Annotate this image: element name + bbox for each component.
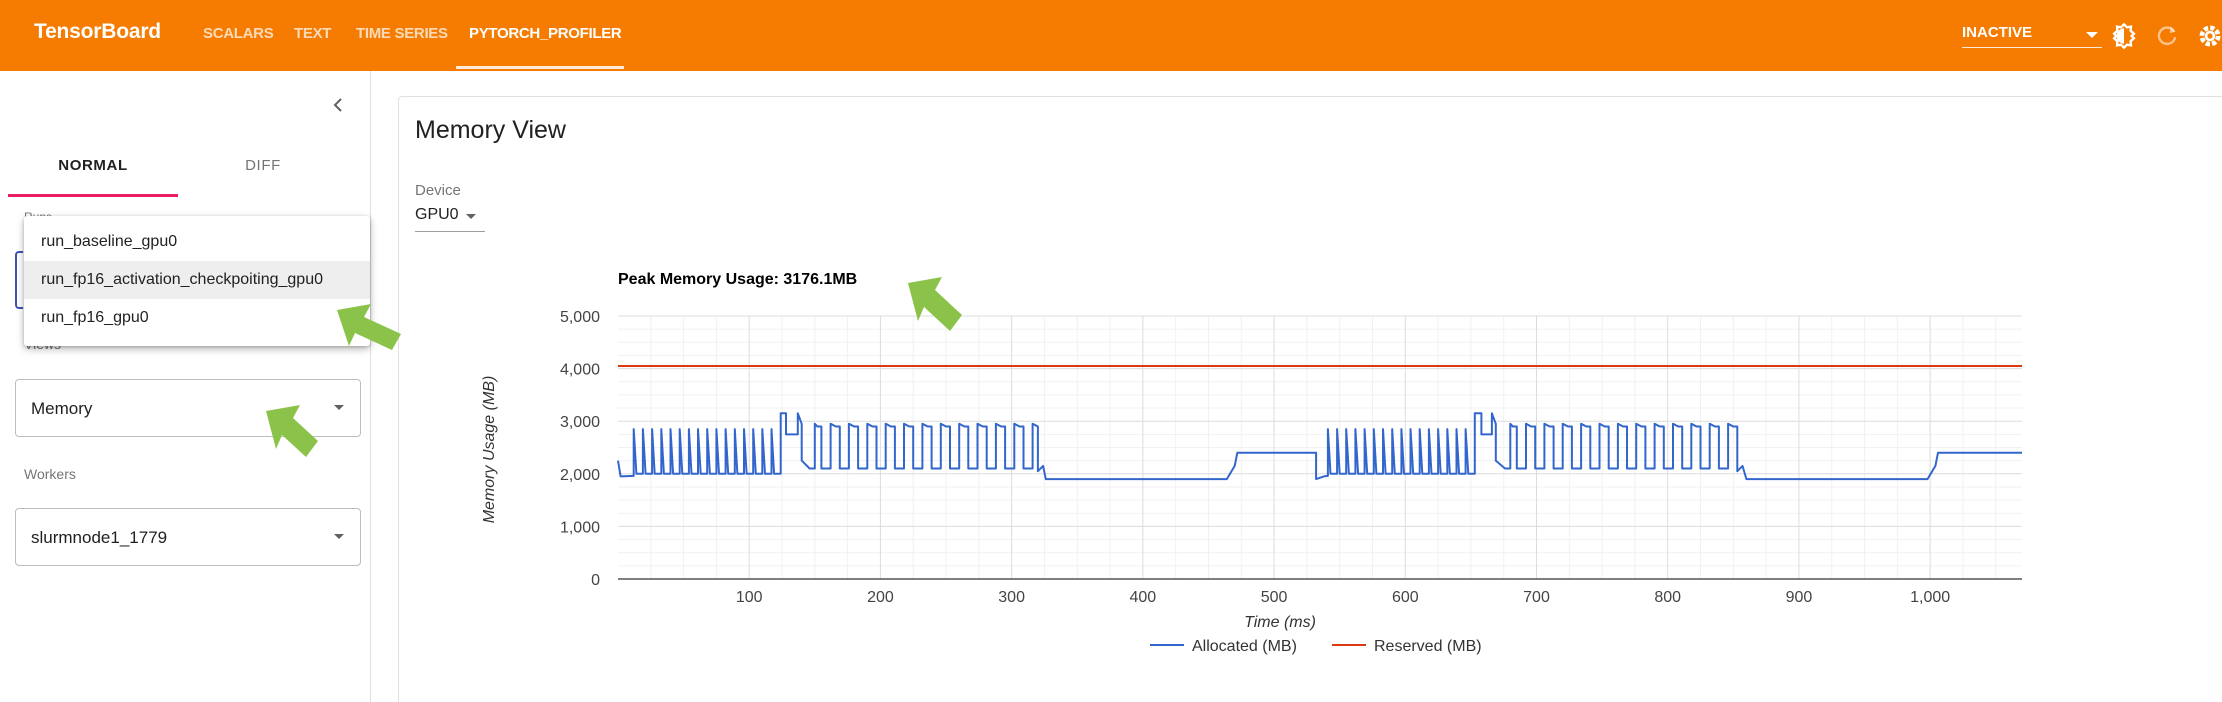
x-axis-title: Time (ms) bbox=[1244, 614, 1316, 631]
y-tick-label: 0 bbox=[591, 572, 600, 589]
page-title: Memory View bbox=[415, 116, 566, 144]
device-select[interactable]: GPU0 bbox=[415, 204, 485, 232]
x-tick-label: 500 bbox=[1261, 589, 1288, 606]
workers-select[interactable]: slurmnode1_1779 bbox=[15, 508, 361, 566]
chevron-left-icon[interactable] bbox=[326, 93, 350, 117]
x-tick-label: 600 bbox=[1392, 589, 1419, 606]
workers-label: Workers bbox=[24, 466, 76, 482]
tab-normal[interactable]: NORMAL bbox=[8, 157, 178, 197]
y-tick-label: 4,000 bbox=[560, 362, 600, 379]
runs-select[interactable] bbox=[15, 251, 23, 309]
x-tick-label: 300 bbox=[998, 589, 1025, 606]
y-tick-label: 3,000 bbox=[560, 414, 600, 431]
reload-status-select[interactable]: INACTIVE bbox=[1962, 24, 2102, 48]
tab-text[interactable]: TEXT bbox=[294, 25, 332, 42]
workers-select-value: slurmnode1_1779 bbox=[31, 528, 168, 547]
runs-dropdown-menu: run_baseline_gpu0 run_fp16_activation_ch… bbox=[24, 216, 370, 346]
reload-status-value: INACTIVE bbox=[1962, 24, 2033, 41]
x-tick-label: 1,000 bbox=[1910, 589, 1950, 606]
x-tick-label: 700 bbox=[1523, 589, 1550, 606]
legend-label: Reserved (MB) bbox=[1374, 638, 1482, 655]
x-tick-label: 100 bbox=[736, 589, 763, 606]
x-tick-label: 800 bbox=[1654, 589, 1681, 606]
tab-time-series[interactable]: TIME SERIES bbox=[356, 25, 448, 42]
tab-pytorch-profiler[interactable]: PYTORCH_PROFILER bbox=[469, 25, 622, 42]
annotation-arrow-icon bbox=[337, 304, 401, 350]
views-select-value: Memory bbox=[31, 399, 93, 418]
memory-view-card bbox=[398, 96, 2222, 702]
run-option-fp16[interactable]: run_fp16_gpu0 bbox=[41, 309, 149, 326]
series-line-allocated bbox=[617, 412, 2022, 481]
y-tick-label: 2,000 bbox=[560, 467, 600, 484]
y-tick-label: 5,000 bbox=[560, 309, 600, 326]
chevron-down-icon bbox=[334, 405, 344, 410]
device-select-value: GPU0 bbox=[415, 206, 459, 223]
chevron-down-icon bbox=[466, 214, 476, 219]
theme-toggle-icon[interactable] bbox=[2110, 22, 2138, 50]
y-axis-title: Memory Usage (MB) bbox=[481, 376, 498, 524]
x-tick-label: 200 bbox=[867, 589, 894, 606]
chart-title: Peak Memory Usage: 3176.1MB bbox=[618, 271, 858, 288]
top-app-bar: TensorBoard SCALARS TEXT TIME SERIES PYT… bbox=[0, 0, 2222, 71]
run-option-fp16-activation-checkpointing[interactable]: run_fp16_activation_checkpoiting_gpu0 bbox=[24, 261, 370, 299]
annotation-arrow-icon bbox=[266, 405, 318, 457]
views-select[interactable]: Memory bbox=[15, 379, 361, 437]
legend-label: Allocated (MB) bbox=[1192, 638, 1297, 655]
y-tick-label: 1,000 bbox=[560, 519, 600, 536]
chevron-down-icon bbox=[2086, 32, 2098, 38]
tab-scalars[interactable]: SCALARS bbox=[203, 25, 274, 42]
active-tab-indicator bbox=[456, 66, 624, 69]
refresh-icon[interactable] bbox=[2153, 22, 2181, 50]
annotation-arrow-icon bbox=[908, 277, 962, 331]
tab-diff[interactable]: DIFF bbox=[245, 157, 281, 174]
x-tick-label: 400 bbox=[1130, 589, 1157, 606]
settings-icon[interactable] bbox=[2196, 22, 2222, 50]
chevron-down-icon bbox=[334, 534, 344, 539]
x-tick-label: 900 bbox=[1786, 589, 1813, 606]
run-option-baseline[interactable]: run_baseline_gpu0 bbox=[41, 233, 178, 250]
device-label: Device bbox=[415, 182, 461, 199]
app-brand[interactable]: TensorBoard bbox=[34, 20, 161, 43]
